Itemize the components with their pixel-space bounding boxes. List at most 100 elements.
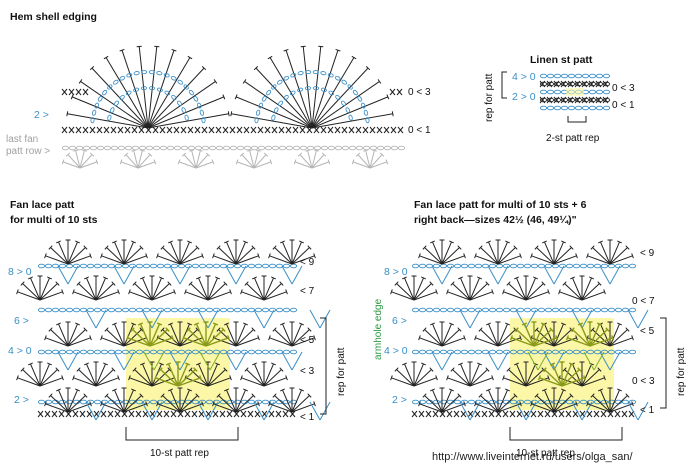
row-5-fan [235,337,259,347]
row-9-fan [131,240,136,244]
armhole-edge-label: armhole edge [373,298,384,360]
row-4-chain [544,349,553,355]
row-7-fan [525,291,549,301]
black-fan-stitch [235,96,313,129]
row-3-fan [263,369,282,387]
row-1-fan [216,393,221,398]
linen-chain [560,105,569,111]
row-9-fan [536,247,555,265]
row-5-fan [157,337,181,347]
highlight-fan [523,323,535,347]
grey-fan [73,149,79,152]
row-1-fan [530,401,533,407]
row-4-v [441,351,453,371]
sc-row [348,126,355,134]
row-4-chain [282,349,291,355]
row-9-fan [418,253,421,259]
row-9-fan [488,241,499,265]
row-2-chain [453,399,462,405]
sc-row [82,126,89,134]
row-7-fan [263,283,282,301]
row-4-chain [114,349,123,355]
row-9-fan [449,240,454,244]
row-8-chain [593,263,602,269]
row-3-fan [581,363,592,387]
foundation-sc [149,410,156,418]
row-6-v [207,309,219,329]
row-1-fan [257,401,260,407]
row-7-fan [111,281,116,286]
row-4-chain [621,349,630,355]
foundation-sc [184,410,191,418]
linen-sc [581,96,588,104]
foundation-sc [170,410,177,418]
row-5-fan [123,329,142,347]
row-6-v [309,309,321,329]
row-3-fan [95,377,119,387]
row-9-fan [48,245,53,250]
row-5-fan [307,327,312,332]
row-7-fan [285,289,288,295]
row-8-chain [93,263,102,269]
highlight-v [209,351,221,371]
row-3-fan [95,363,106,387]
row-2-v [141,401,153,421]
linen-chain [581,105,590,111]
row-2-chain [565,399,574,405]
row-5-fan [257,335,260,341]
row-8-v [609,265,621,285]
black-fan-stitch [311,96,389,129]
row-5-fan [486,322,491,326]
linen-highlight [566,88,584,96]
row-9-fan [592,247,611,265]
row-9-fan [272,245,277,250]
sc-row [208,126,215,134]
row-6-chain [219,307,228,313]
row-7-fan [215,276,220,280]
row-5-fan [600,323,611,347]
row-4-chain [467,349,476,355]
sc-row [292,126,299,134]
row-5-fan [235,323,246,347]
row-4-chain [439,349,448,355]
foundation-sc [247,410,254,418]
grey-chain [110,145,119,151]
sc-row [61,126,68,134]
row-6-v [151,309,163,329]
sc-row [264,126,271,134]
row-9-fan [590,245,595,250]
linen-sc [546,80,553,88]
row-1-fan [104,393,109,398]
blue-fan-chain [312,70,319,75]
row-9-fan [58,241,69,265]
grey-fan [311,161,330,169]
row-4-chain [579,349,588,355]
grey-chain [229,145,238,151]
foundation-sc [261,410,268,418]
row-4-chain [565,349,574,355]
blue-fan-chain [365,117,370,124]
grey-chain [397,145,406,151]
linen-chain [574,105,583,111]
row-7-fan [404,277,415,301]
row-2-v [253,401,265,421]
row-5-fan [280,322,285,326]
row-4-v [599,351,611,371]
row-6-chain [247,307,256,313]
highlight-fan [153,375,157,381]
row-3-fan [142,363,153,387]
row-5-fan [480,329,499,347]
row-6-chain [593,307,602,313]
row-9-fan [257,253,260,259]
row-8-chain [233,263,242,269]
black-fan-stitch [103,55,109,60]
row-5-fan [67,323,78,347]
row-8-chain [170,263,179,269]
row-4-chain [453,349,462,355]
row-7-fan [61,289,64,295]
row-7-fan [240,289,243,295]
row-7-fan [435,289,438,295]
row-4-chain [93,349,102,355]
row-5-fan [112,322,117,326]
row-5-fan [58,323,69,347]
